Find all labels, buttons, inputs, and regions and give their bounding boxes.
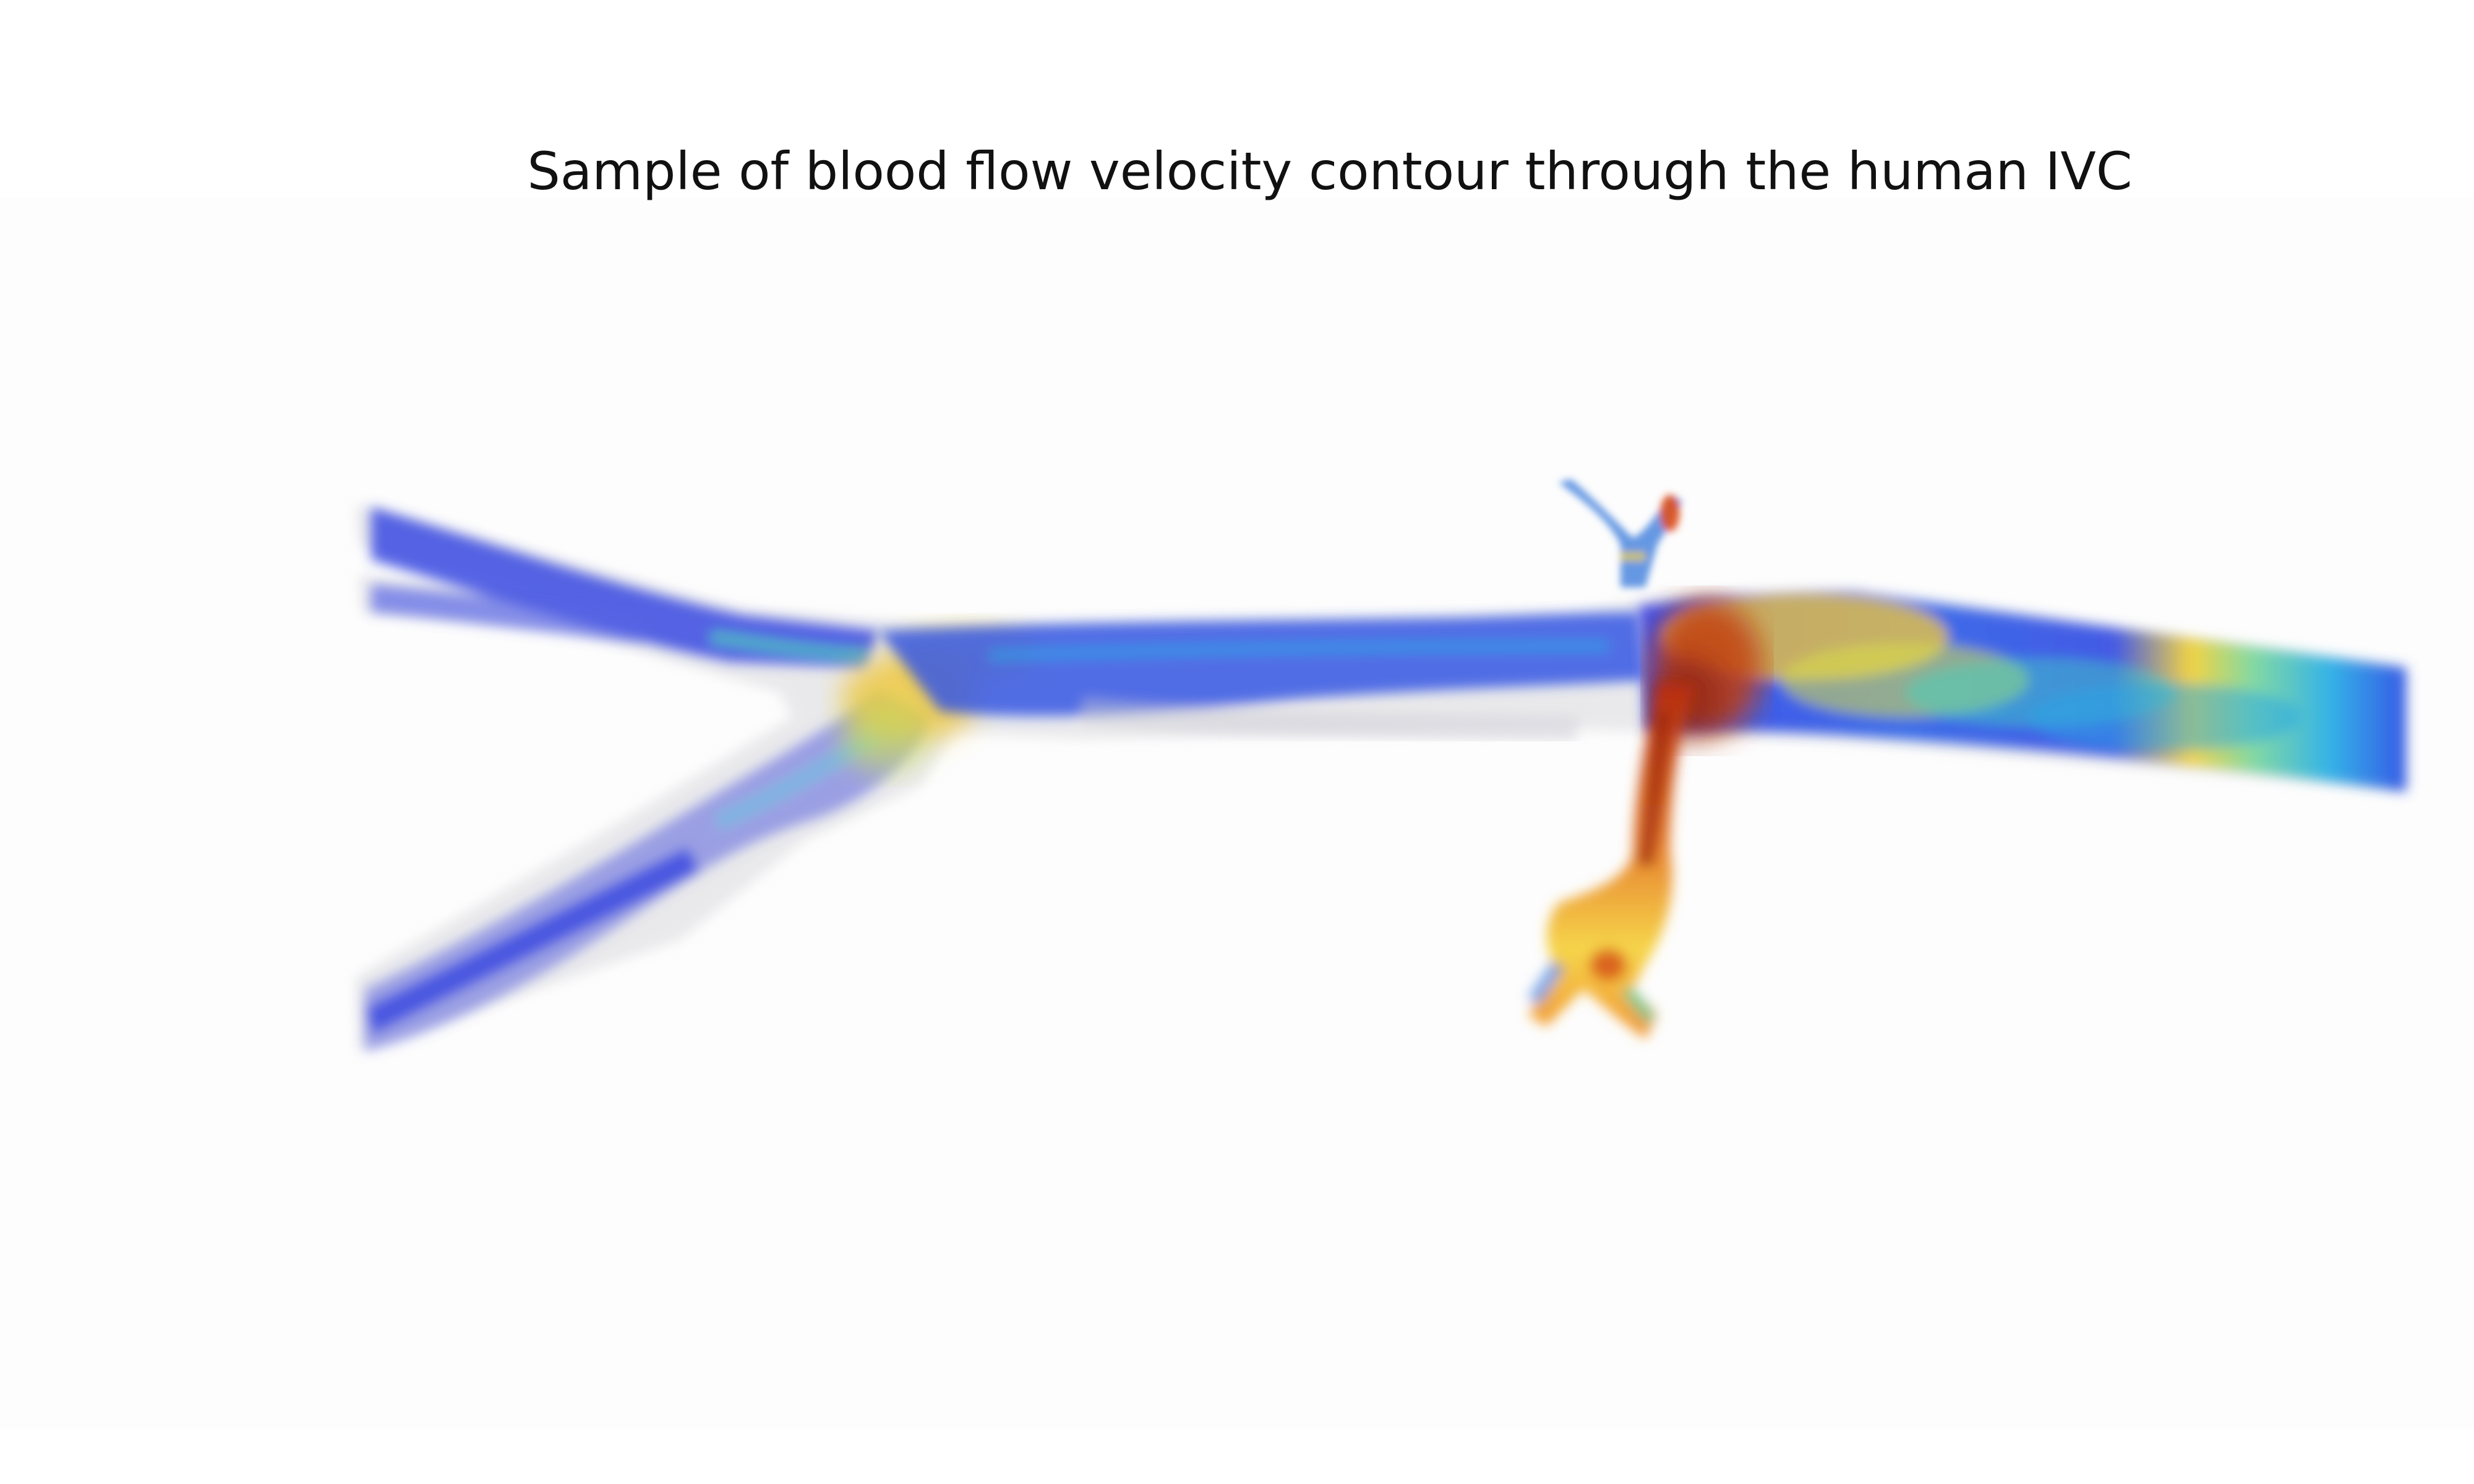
infrarenal-ivc (878, 612, 1645, 742)
left-upper-iliac-branches (371, 507, 878, 668)
lower-renal-branch (1528, 680, 1695, 1039)
vessel-wall (356, 504, 2406, 1051)
render-background (0, 198, 2474, 1428)
upper-renal-branch (1559, 479, 1682, 587)
figure-title: Sample of blood flow velocity contour th… (527, 141, 2133, 202)
